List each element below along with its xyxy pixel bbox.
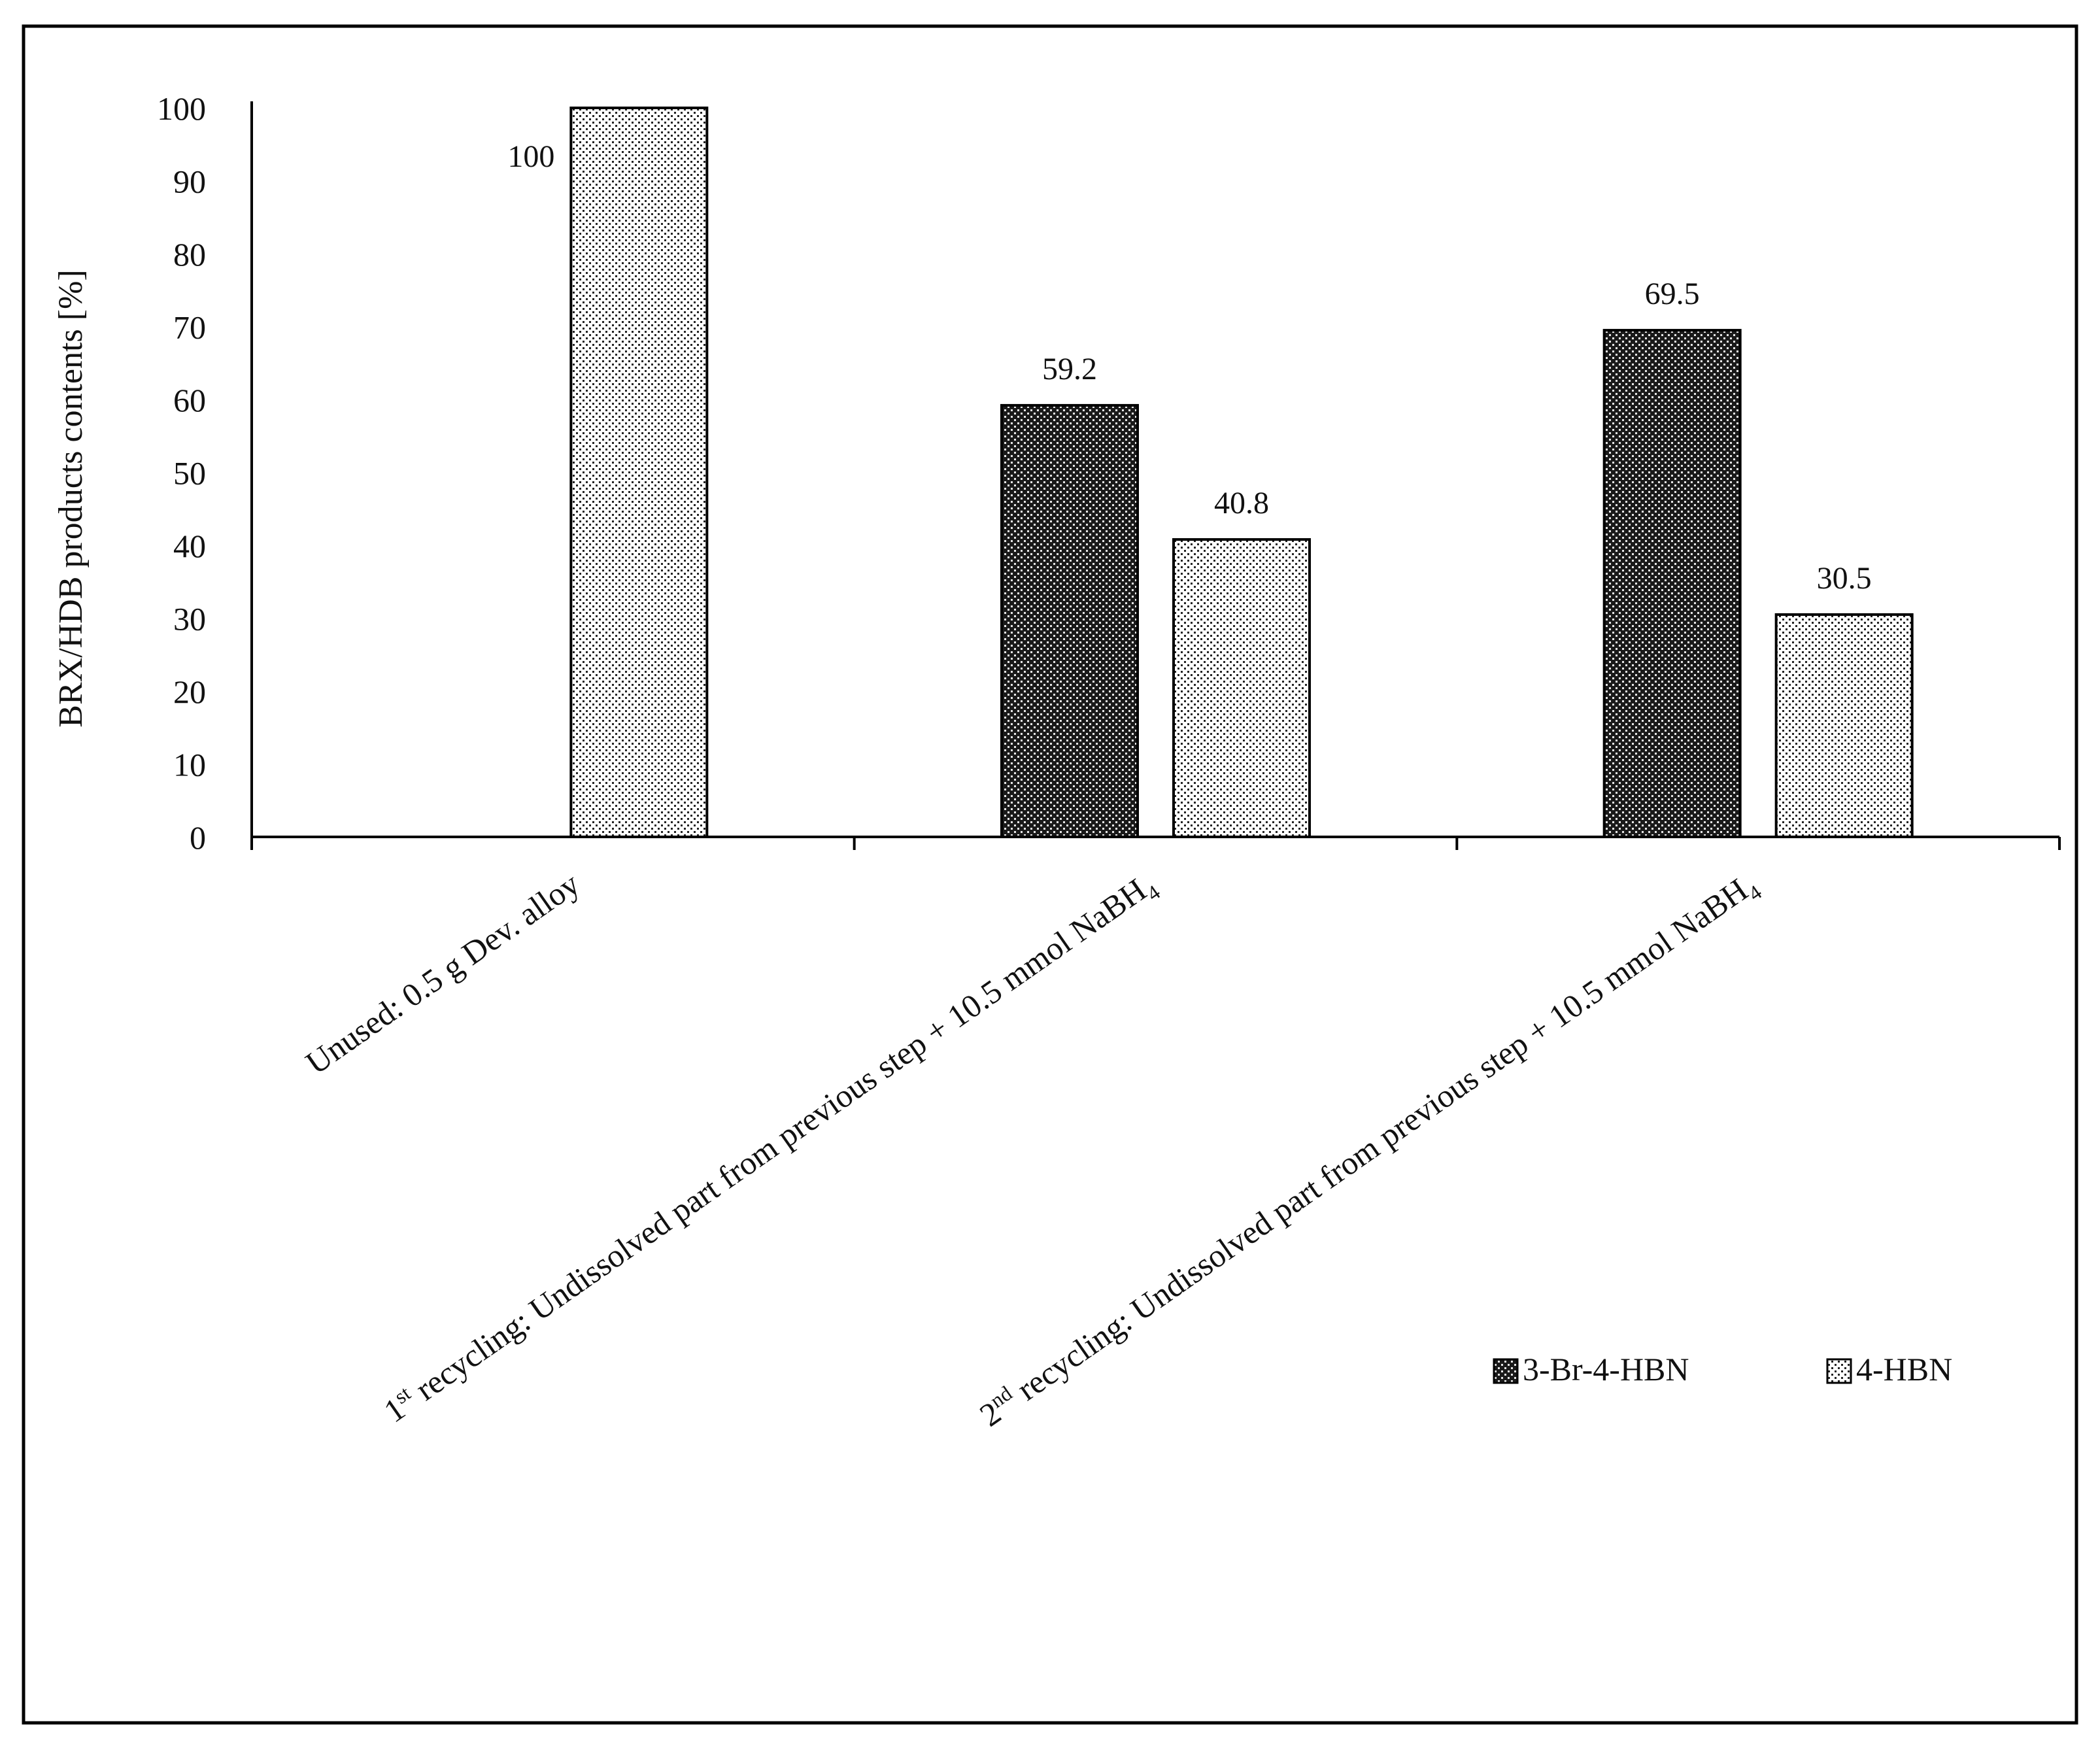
y-tick-label: 10 [173, 747, 206, 783]
y-tick-label: 90 [173, 163, 206, 200]
y-tick-label: 80 [173, 236, 206, 273]
legend-swatch [1826, 1358, 1852, 1384]
y-tick-label: 0 [190, 819, 206, 856]
bar-4-hbn [1172, 538, 1311, 839]
y-axis-label: BRX/HDB products contents [%] [52, 269, 90, 727]
data-label: 59.2 [1042, 352, 1097, 386]
y-tick-label: 50 [173, 455, 206, 492]
y-tick-label: 100 [157, 90, 206, 127]
bar-3-br-4-hbn [1602, 329, 1742, 838]
legend-label: 4-HBN [1856, 1351, 1952, 1387]
y-tick-label: 70 [173, 309, 206, 346]
bar-4-hbn [1774, 613, 1914, 838]
bar-4-hbn [569, 107, 709, 838]
y-tick-label: 60 [173, 382, 206, 418]
figure-border [22, 24, 2078, 1725]
data-label: 30.5 [1817, 561, 1872, 596]
y-tick-label: 20 [173, 673, 206, 710]
legend-label: 3-Br-4-HBN [1523, 1351, 1689, 1387]
data-label: 40.8 [1214, 486, 1269, 520]
y-tick-label: 40 [173, 528, 206, 564]
data-label: 100 [507, 139, 554, 174]
bar-3-br-4-hbn [1000, 403, 1139, 838]
data-label: 69.5 [1645, 277, 1700, 311]
legend-swatch [1493, 1358, 1519, 1384]
y-tick-label: 30 [173, 601, 206, 637]
